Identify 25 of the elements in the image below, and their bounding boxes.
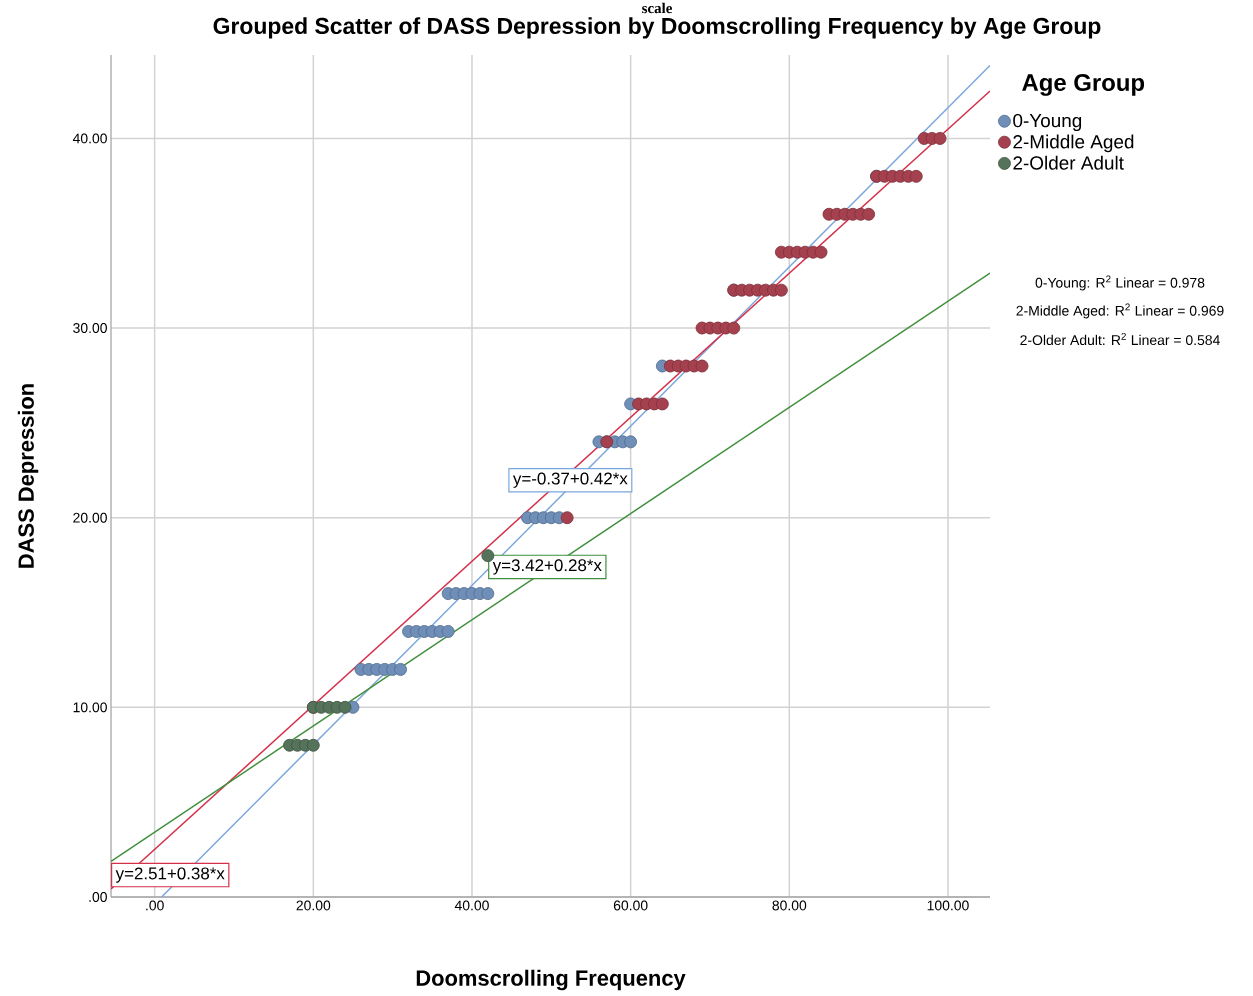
text: 2-Older Adult: R$^{2}$ Linear = 0.584 (1020, 332, 1220, 346)
y-axis-title: DASS Depression (17, 384, 39, 568)
y-tick-label: 20.00 (73, 512, 107, 523)
legend-label: 0-Young (1013, 113, 1082, 132)
x-tick-label: 40.00 (454, 900, 489, 911)
chart-title: Grouped Scatter of DASS Depression by Doomscrolling Frequency by Age Group (213, 17, 1101, 39)
y-tick-label: 40.00 (72, 133, 107, 144)
x-tick-label: 20.00 (296, 900, 331, 911)
y-tick-label: .00 (89, 892, 107, 902)
y-tick-label: 10.00 (73, 702, 107, 713)
x-tick-label: 60.00 (613, 900, 648, 911)
chart-subtitle: scale (642, 2, 672, 14)
y-tick-label: 30.00 (73, 323, 107, 334)
legend-label: 2-Older Adult (1013, 155, 1124, 170)
text: 0-Young: R$^{2}$ Linear = 0.978 (1035, 275, 1205, 291)
legend-title: Age Group (1022, 74, 1145, 96)
legend-label: 2-Middle Aged (1013, 134, 1134, 153)
x-axis-title: Doomscrolling Frequency (416, 969, 686, 991)
annotation: y=-0.37+0.42*x (512, 472, 628, 488)
x-tick-label: 100.00 (927, 900, 969, 911)
annotation: y=2.51+0.38*x (115, 867, 225, 883)
x-tick-label: 80.00 (772, 900, 807, 911)
annotation: y=3.42+0.28*x (492, 559, 602, 575)
x-tick-label: .00 (146, 900, 164, 911)
text: 2-Middle Aged: R$^{2}$ Linear = 0.969 (1016, 303, 1224, 319)
